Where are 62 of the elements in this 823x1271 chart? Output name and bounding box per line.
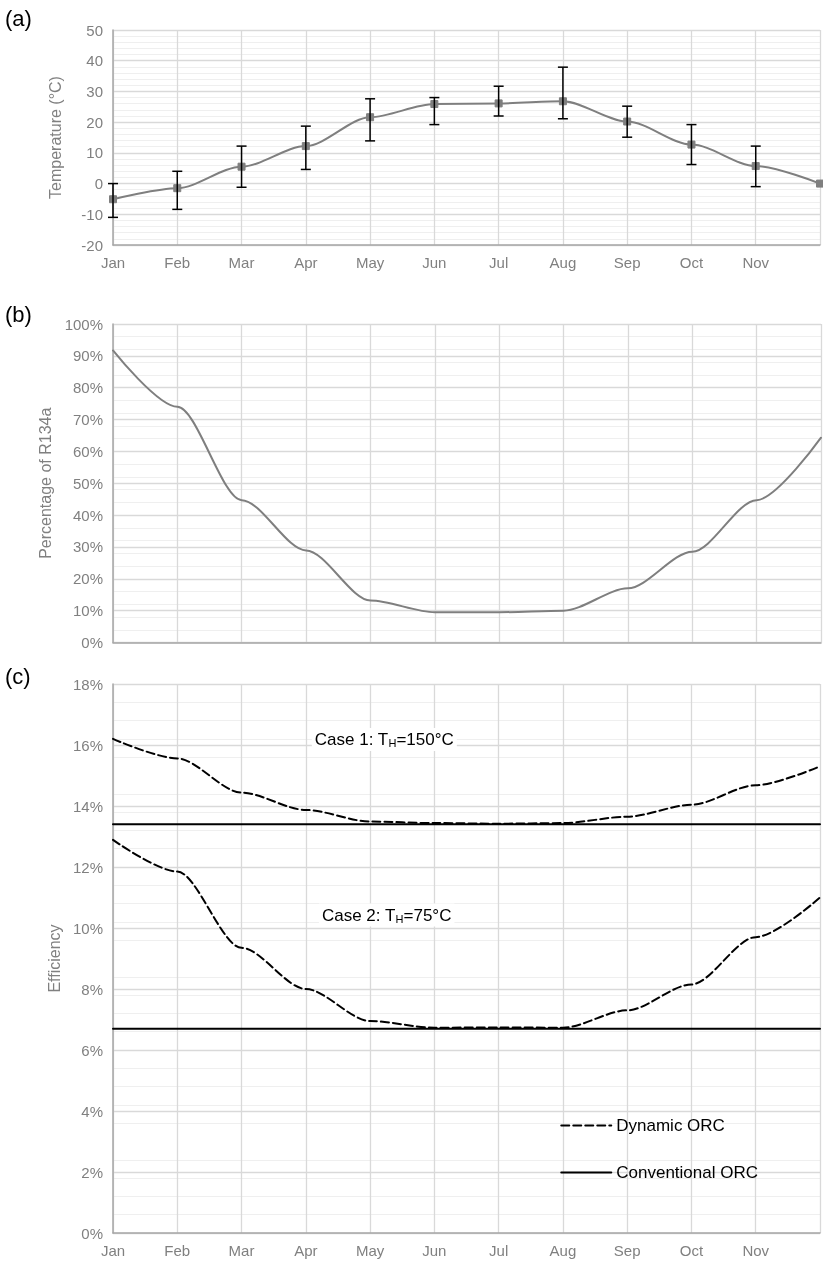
x-tick-label: Nov <box>742 1242 770 1259</box>
y-tick-label: 30 <box>86 82 103 100</box>
y-tick-label: 10% <box>72 919 103 937</box>
x-tick-label: Sep <box>613 254 641 271</box>
x-tick-label: Mar <box>228 1242 255 1259</box>
x-tick-label: May <box>355 1242 385 1259</box>
legend-label: Dynamic ORC <box>616 1116 725 1135</box>
x-tick-label: May <box>355 254 385 271</box>
x-tick-label: Jun <box>422 1242 447 1259</box>
y-tick-label: 20% <box>72 570 103 588</box>
y-axis-title: Efficiency <box>45 924 63 993</box>
y-tick-label: 18% <box>72 675 103 693</box>
point <box>816 179 823 188</box>
y-tick-label: 2% <box>81 1163 103 1181</box>
x-tick-label: Feb <box>164 1242 191 1259</box>
y-tick-label: 40% <box>72 506 103 524</box>
y-tick-label: 20 <box>86 113 103 131</box>
y-tick-label: 50% <box>72 474 103 492</box>
chart-title: (b) <box>5 301 32 327</box>
x-tick-label: Mar <box>228 254 255 271</box>
y-tick-label: 70% <box>72 411 103 429</box>
y-tick-label: 0 <box>94 175 103 193</box>
line-series <box>112 838 821 1029</box>
x-tick-label: Jan <box>100 254 126 271</box>
y-tick-label: 14% <box>72 797 103 815</box>
chart-title: (c) <box>5 663 31 689</box>
y-tick-label: 0% <box>81 1224 103 1242</box>
y-axis-title: Temperature (°C) <box>46 76 64 199</box>
y-tick-label: -10 <box>81 205 103 223</box>
x-tick-label: Jun <box>422 254 447 271</box>
y-tick-label: 90% <box>72 347 103 365</box>
x-tick-label: Jul <box>489 1242 509 1259</box>
y-tick-label: 8% <box>81 980 103 998</box>
x-tick-label: Jul <box>489 254 509 271</box>
x-tick-label: Feb <box>164 254 191 271</box>
y-tick-label: 10 <box>86 144 103 162</box>
line-series <box>112 349 822 614</box>
y-tick-label: 6% <box>81 1041 103 1059</box>
x-tick-label: Oct <box>679 1242 704 1259</box>
x-tick-label: Aug <box>549 1242 577 1259</box>
y-tick-label: 40 <box>86 52 103 70</box>
x-tick-label: Sep <box>613 1242 641 1259</box>
x-tick-label: Apr <box>294 254 318 271</box>
x-tick-label: Aug <box>549 254 577 271</box>
y-tick-label: 16% <box>72 736 103 754</box>
x-tick-label: Nov <box>742 254 770 271</box>
y-axis-title: Percentage of R134a <box>37 407 55 559</box>
y-tick-label: 80% <box>72 379 103 397</box>
y-tick-label: 12% <box>72 858 103 876</box>
y-tick-label: 4% <box>81 1102 103 1120</box>
chart-title: (a) <box>5 5 32 31</box>
legend-label: Conventional ORC <box>616 1163 759 1182</box>
y-tick-label: 100% <box>64 315 103 333</box>
y-tick-label: 60% <box>72 442 103 460</box>
y-tick-label: 10% <box>72 602 103 620</box>
x-tick-label: Apr <box>294 1242 318 1259</box>
y-tick-label: 50 <box>86 21 103 39</box>
x-tick-label: Jan <box>100 1242 126 1259</box>
y-tick-label: 30% <box>72 538 103 556</box>
x-tick-label: Oct <box>679 254 704 271</box>
y-tick-label: -20 <box>81 236 103 254</box>
y-tick-label: 0% <box>81 634 103 651</box>
